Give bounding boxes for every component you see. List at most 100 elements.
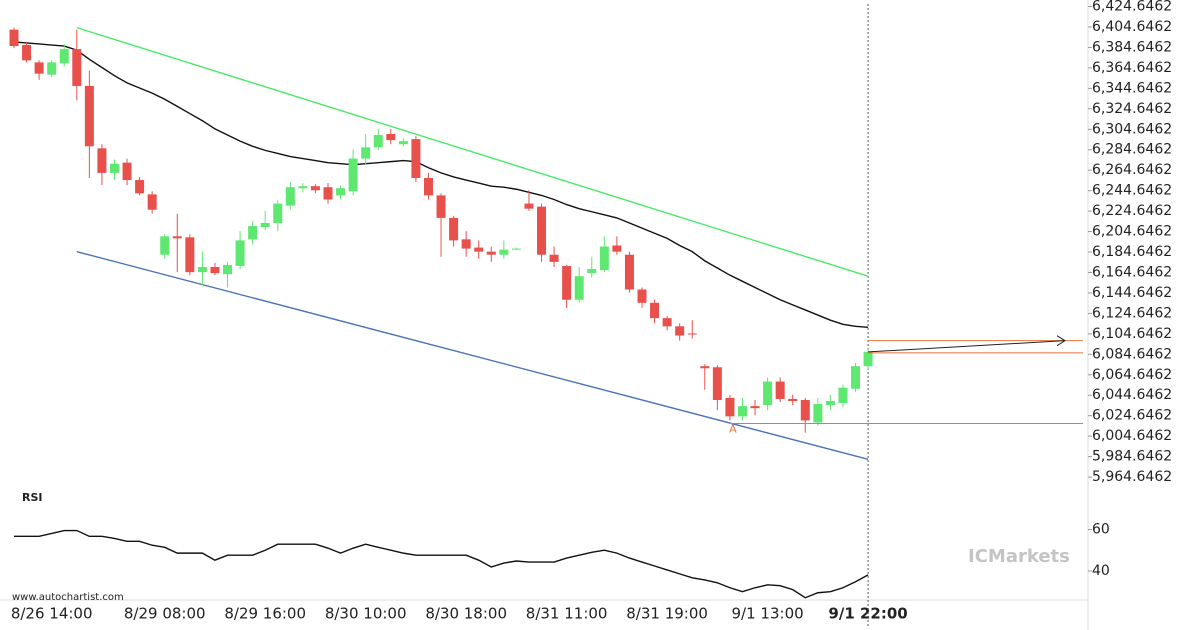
y-tick-label: 5,964.6462 [1092,469,1172,485]
candle-body [47,62,57,75]
candle-body [97,148,107,173]
candle-body [323,187,333,200]
candle-body [788,398,798,402]
y-tick-label: 6,404.6462 [1092,19,1172,35]
candle-body [398,141,408,145]
y-tick-label: 6,184.6462 [1092,244,1172,260]
channel-line [76,26,869,277]
candle-body [59,49,69,64]
candle-body [386,134,396,141]
y-tick-label: 6,064.6462 [1092,367,1172,383]
y-tick-label: 6,384.6462 [1092,39,1172,55]
y-tick-label: 6,164.6462 [1092,264,1172,280]
candle-body [612,245,622,252]
candle-body [825,401,835,406]
candle-body [223,264,233,275]
y-tick-label: 6,044.6462 [1092,387,1172,403]
candle-body [549,254,559,262]
moving-average [13,41,869,329]
candle-body [34,62,44,74]
candle-body [122,162,132,181]
y-tick-label: 6,024.6462 [1092,408,1172,424]
x-tick-label: 8/30 10:00 [325,605,407,623]
y-tick-label: 6,084.6462 [1092,346,1172,362]
y-tick-label: 6,324.6462 [1092,101,1172,117]
y-tick-label: 6,424.6462 [1092,0,1172,14]
y-tick-label: 6,304.6462 [1092,121,1172,137]
candle-body [675,326,685,336]
y-tick-label: 6,004.6462 [1092,428,1172,444]
candle-body [172,236,182,239]
candle-body [650,302,660,319]
x-tick-label: 8/30 18:00 [425,605,507,623]
candle-body [725,397,735,417]
candle-body [72,49,82,86]
candle-body [763,381,773,406]
candle-body [637,289,647,303]
candle-body [449,217,459,241]
y-tick-label: 6,124.6462 [1092,305,1172,321]
candle-body [160,236,170,255]
candle-body [599,246,609,271]
candle-body [537,206,547,255]
candle-body [235,240,245,266]
x-tick-label: 8/29 08:00 [124,605,206,623]
x-tick-label: 8/26 14:00 [11,605,93,623]
candle-body [474,247,484,252]
pattern-annotation: A [729,423,737,436]
candle-body [838,387,848,404]
forecast-arrow [868,340,1066,353]
y-tick-label: 5,984.6462 [1092,449,1172,465]
x-tick-label: 8/31 19:00 [626,605,708,623]
candle-body [524,203,534,209]
candle-body [700,366,710,369]
candle-body [624,254,634,290]
y-tick-label: 6,244.6462 [1092,183,1172,199]
watermark: ICMarkets [968,546,1070,567]
candle-body [411,139,421,178]
arrow-head [1056,335,1066,347]
candle-body [750,406,760,409]
candle-body [775,381,785,399]
candle-body [800,399,810,421]
candle-body [197,266,207,273]
candle-body [499,249,509,255]
candle-body [310,186,320,191]
candle-body [9,29,19,47]
candle-body [361,147,371,159]
candle-body [813,404,823,423]
y-tick-label: 6,144.6462 [1092,285,1172,301]
candle-body [135,180,145,194]
candle-body [373,135,383,148]
x-tick-label: 9/1 13:00 [732,605,804,623]
candle-body [863,351,873,367]
rsi-tick-label: 40 [1092,563,1110,579]
channel-line [76,250,869,460]
rsi-label: RSI [22,491,43,504]
y-tick-label: 6,104.6462 [1092,326,1172,342]
rsi-line [14,529,869,599]
candle-body [260,223,270,228]
candle-body [185,237,195,273]
candle-body [562,265,572,300]
y-tick-label: 6,264.6462 [1092,162,1172,178]
candle-body [436,195,446,218]
y-tick-label: 6,204.6462 [1092,224,1172,240]
candle-body [22,45,32,61]
candle-body [273,203,283,224]
candle-body [587,269,597,274]
rsi-tick-label: 60 [1092,521,1110,537]
candle-body [737,406,747,417]
candle-body [248,226,258,240]
candle-body [348,158,358,192]
candle-body [285,187,295,206]
candle-body [461,239,471,249]
y-tick-label: 6,224.6462 [1092,203,1172,219]
candle-body [851,366,861,389]
y-tick-label: 6,364.6462 [1092,60,1172,76]
y-tick-label: 6,284.6462 [1092,142,1172,158]
x-tick-label: 8/31 11:00 [526,605,608,623]
candle-body [423,177,433,196]
